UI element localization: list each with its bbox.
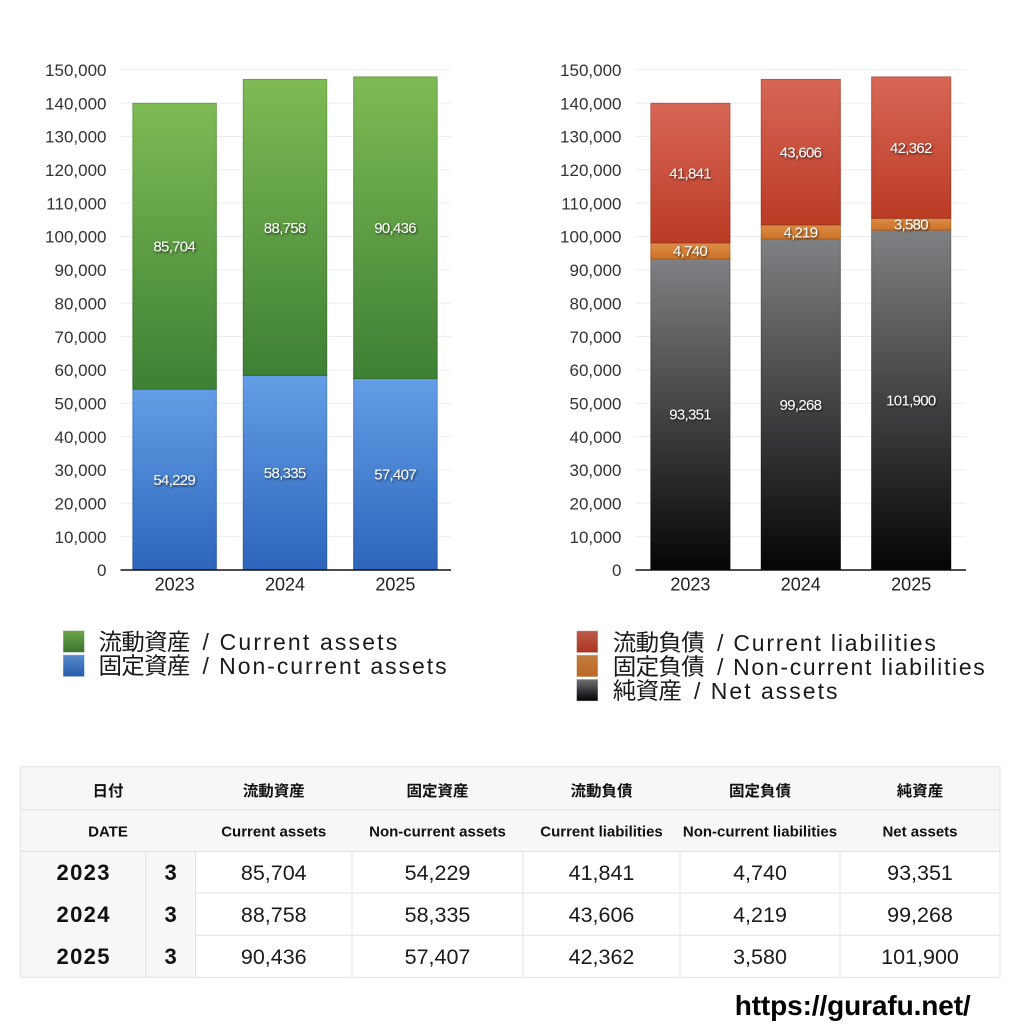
svg-text:3,580: 3,580 [894,217,929,234]
svg-text:99,268: 99,268 [780,397,822,414]
svg-text:/ Current liabilities: / Current liabilities [717,630,936,656]
svg-text:40,000: 40,000 [570,428,622,447]
svg-text:DATE: DATE [88,824,128,841]
svg-text:110,000: 110,000 [561,194,621,213]
svg-text:3: 3 [164,860,176,885]
svg-text:120,000: 120,000 [560,161,621,180]
svg-text:3: 3 [164,902,176,927]
svg-text:4,740: 4,740 [673,243,708,260]
svg-text:101,900: 101,900 [886,393,936,410]
svg-text:140,000: 140,000 [560,94,621,113]
svg-text:20,000: 20,000 [570,495,622,514]
svg-text:Net assets: Net assets [882,824,957,841]
svg-text:Non-current assets: Non-current assets [369,824,506,841]
svg-text:2023: 2023 [155,575,195,595]
svg-text:90,436: 90,436 [374,220,416,237]
svg-text:54,229: 54,229 [405,861,471,885]
svg-text:0: 0 [612,561,621,580]
svg-text:88,758: 88,758 [264,220,306,237]
svg-text:57,407: 57,407 [374,467,416,484]
svg-text:93,351: 93,351 [887,861,953,885]
svg-text:/ Non-current assets: / Non-current assets [203,653,447,679]
svg-text:2023: 2023 [670,575,710,595]
svg-text:4,219: 4,219 [733,903,787,927]
svg-text:3,580: 3,580 [733,945,787,969]
svg-text:2024: 2024 [781,575,821,595]
svg-text:Non-current liabilities: Non-current liabilities [683,824,837,841]
svg-text:43,606: 43,606 [569,903,635,927]
svg-text:2023: 2023 [57,860,110,885]
svg-text:101,900: 101,900 [881,945,959,969]
svg-text:58,335: 58,335 [264,465,306,482]
svg-text:/ Current assets: / Current assets [203,629,398,655]
svg-text:50,000: 50,000 [570,394,622,413]
svg-text:42,362: 42,362 [569,945,635,969]
svg-text:41,841: 41,841 [569,861,635,885]
svg-text:/ Non-current liabilities: / Non-current liabilities [717,654,985,680]
svg-text:2025: 2025 [891,575,931,595]
svg-text:41,841: 41,841 [669,166,711,183]
svg-text:93,351: 93,351 [669,407,711,424]
svg-text:2024: 2024 [265,575,305,595]
svg-text:30,000: 30,000 [55,461,107,480]
svg-text:Current assets: Current assets [221,824,326,841]
svg-text:150,000: 150,000 [560,61,621,80]
svg-text:110,000: 110,000 [46,194,106,213]
svg-text:70,000: 70,000 [55,328,107,347]
svg-text:90,436: 90,436 [241,945,307,969]
svg-text:120,000: 120,000 [45,161,106,180]
svg-text:40,000: 40,000 [55,428,107,447]
svg-text:88,758: 88,758 [241,903,307,927]
svg-text:/ Net assets: / Net assets [694,678,838,704]
svg-text:90,000: 90,000 [55,261,107,280]
svg-text:2024: 2024 [57,902,111,927]
svg-text:99,268: 99,268 [887,903,953,927]
svg-text:https://gurafu.net/: https://gurafu.net/ [735,990,971,1021]
svg-text:20,000: 20,000 [55,495,107,514]
svg-text:42,362: 42,362 [890,140,932,157]
svg-text:58,335: 58,335 [405,903,471,927]
svg-text:0: 0 [97,561,106,580]
svg-text:80,000: 80,000 [55,294,107,313]
svg-text:4,219: 4,219 [783,224,818,241]
svg-text:30,000: 30,000 [570,461,622,480]
svg-text:60,000: 60,000 [570,361,622,380]
svg-text:10,000: 10,000 [570,528,622,547]
svg-text:85,704: 85,704 [153,239,195,256]
svg-text:10,000: 10,000 [55,528,107,547]
svg-text:100,000: 100,000 [560,228,621,247]
svg-text:70,000: 70,000 [570,328,622,347]
svg-text:3: 3 [164,944,176,969]
svg-text:Current liabilities: Current liabilities [540,824,663,841]
svg-text:90,000: 90,000 [570,261,622,280]
svg-text:4,740: 4,740 [733,861,787,885]
svg-text:100,000: 100,000 [45,228,106,247]
svg-text:60,000: 60,000 [55,361,107,380]
svg-text:2025: 2025 [375,575,415,595]
svg-text:130,000: 130,000 [560,128,621,147]
svg-text:43,606: 43,606 [780,145,822,162]
svg-text:57,407: 57,407 [405,945,471,969]
svg-text:54,229: 54,229 [153,472,195,489]
svg-text:130,000: 130,000 [45,128,106,147]
svg-text:85,704: 85,704 [241,861,307,885]
svg-text:140,000: 140,000 [45,94,106,113]
svg-text:80,000: 80,000 [570,294,622,313]
svg-text:50,000: 50,000 [55,394,107,413]
svg-text:2025: 2025 [57,944,110,969]
svg-text:150,000: 150,000 [45,61,106,80]
